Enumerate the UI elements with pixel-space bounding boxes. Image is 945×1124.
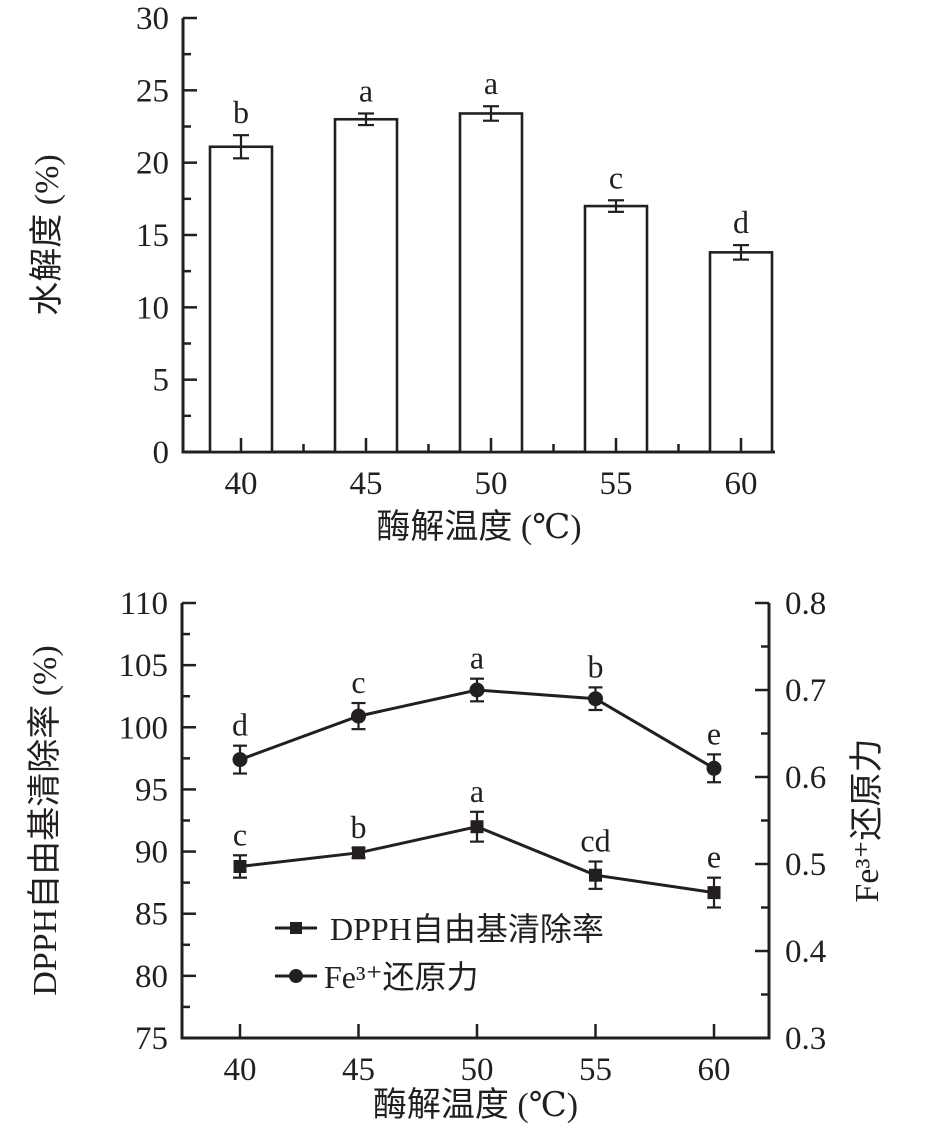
sig-label: c (351, 664, 365, 700)
x-tick-label: 45 (350, 466, 383, 502)
x-tick-label: 50 (461, 1052, 494, 1088)
left-tick-label: 80 (135, 959, 168, 995)
sig-label: c (609, 159, 623, 195)
sig-label: c (233, 816, 247, 852)
x-tick-label: 60 (725, 466, 758, 502)
left-tick-label: 75 (135, 1021, 168, 1057)
legend-square-marker (290, 922, 302, 934)
y-tick-label: 10 (136, 290, 169, 326)
y-tick-label: 15 (136, 218, 169, 254)
bar (458, 112, 524, 454)
legend-circle-marker (289, 969, 303, 983)
x-tick-label: 40 (225, 466, 258, 502)
sig-label: b (588, 648, 604, 684)
left-tick-label: 100 (119, 710, 169, 746)
right-tick-label: 0.3 (785, 1021, 826, 1057)
sig-label: b (233, 94, 249, 130)
right-tick-label: 0.4 (785, 934, 826, 970)
sig-label: d (733, 204, 749, 240)
bottom-chart-x-axis-title: 酶解温度 (℃) (373, 1086, 578, 1124)
sig-label: a (470, 773, 484, 809)
x-tick-label: 45 (342, 1052, 375, 1088)
right-tick-label: 0.8 (785, 586, 826, 622)
left-tick-label: 85 (135, 897, 168, 933)
sig-label: a (484, 65, 498, 101)
square-marker (707, 886, 721, 900)
bottom-chart-left-axis-title: DPPH自由基清除率 (%) (26, 645, 64, 995)
x-tick-label: 50 (475, 466, 508, 502)
bar (583, 204, 649, 454)
right-tick-label: 0.7 (785, 673, 826, 709)
square-marker (352, 846, 365, 860)
y-tick-label: 20 (136, 146, 169, 182)
bar (333, 117, 399, 454)
y-tick-label: 30 (136, 1, 169, 37)
top-chart-y-axis-title: 水解度 (%) (28, 154, 66, 315)
x-tick-label: 40 (224, 1052, 257, 1088)
sig-label: d (232, 707, 248, 743)
top-chart-x-axis-title: 酶解温度 (℃) (376, 508, 581, 546)
circle-marker (706, 760, 722, 776)
circle-marker (588, 691, 603, 707)
right-tick-label: 0.6 (785, 760, 826, 796)
left-tick-label: 90 (135, 835, 168, 871)
circle-marker (351, 708, 366, 724)
sig-label: a (470, 640, 484, 676)
circle-marker (232, 752, 248, 768)
y-tick-label: 5 (153, 363, 170, 399)
y-tick-label: 0 (153, 435, 170, 471)
square-marker (470, 820, 484, 834)
legend-label: DPPH自由基清除率 (330, 911, 604, 947)
sig-label: b (351, 809, 367, 845)
x-tick-label: 55 (600, 466, 633, 502)
legend-label: Fe³⁺还原力 (324, 959, 479, 995)
square-marker (589, 868, 602, 882)
bar (708, 251, 774, 454)
sig-label: cd (580, 823, 610, 859)
x-tick-label: 55 (579, 1052, 612, 1088)
circle-marker (469, 682, 485, 698)
sig-label: e (707, 715, 721, 751)
y-tick-label: 25 (136, 73, 169, 109)
left-tick-label: 105 (119, 648, 169, 684)
bottom-chart-right-axis-title: Fe³⁺还原力 (848, 738, 886, 902)
x-tick-label: 60 (698, 1052, 731, 1088)
bar (208, 145, 274, 454)
sig-label: a (359, 72, 373, 108)
square-marker (233, 859, 247, 873)
left-tick-label: 95 (135, 772, 168, 808)
left-tick-label: 110 (120, 586, 168, 622)
sig-label: e (707, 839, 721, 875)
right-tick-label: 0.5 (785, 847, 826, 883)
